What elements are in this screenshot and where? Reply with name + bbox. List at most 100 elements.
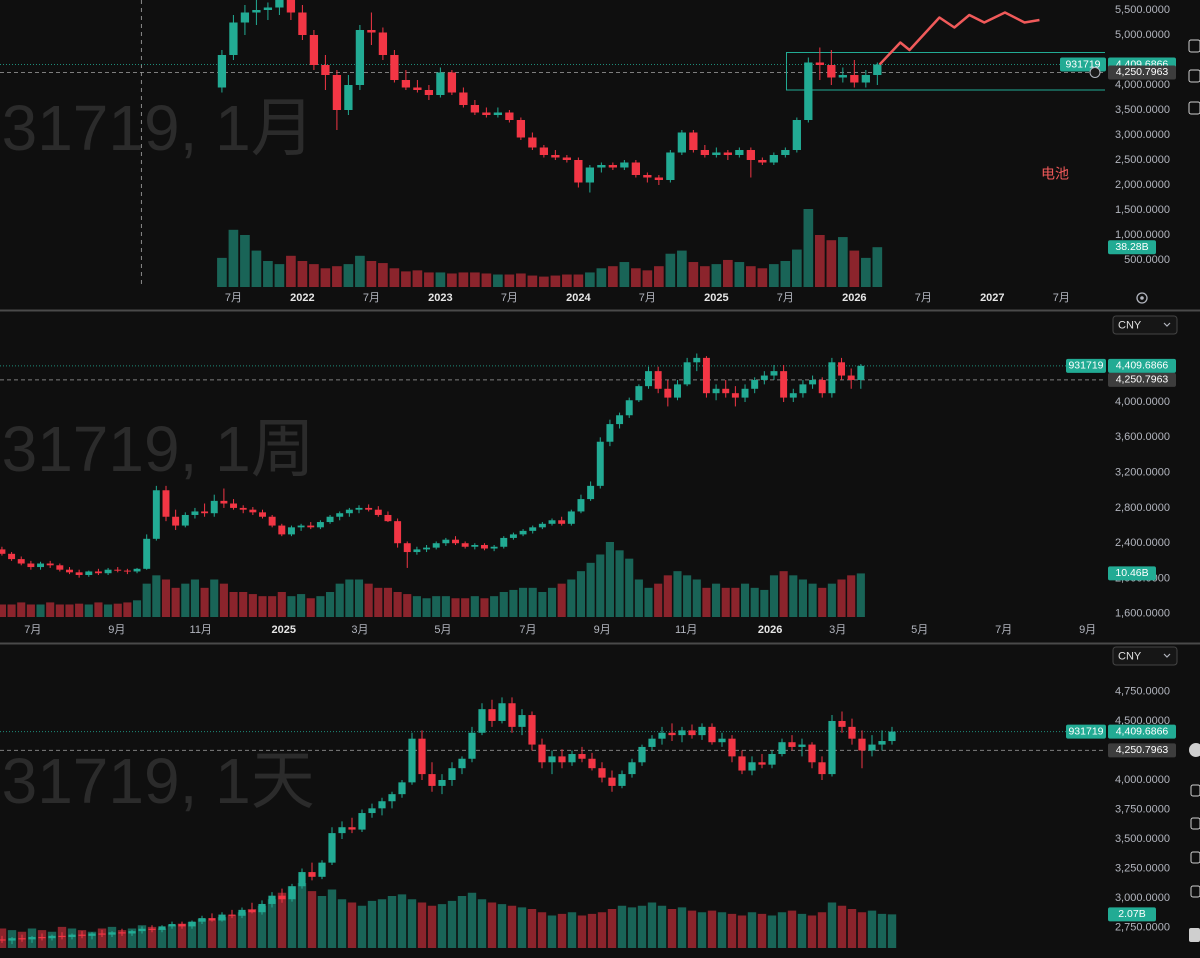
tool-icon[interactable] — [1190, 784, 1200, 797]
volume-bar — [615, 550, 624, 617]
candle-body — [8, 938, 16, 941]
settings-button[interactable] — [1136, 292, 1148, 304]
volume-bar — [847, 909, 857, 948]
volume-bar — [849, 250, 860, 287]
volume-bar — [861, 257, 871, 287]
add-button[interactable] — [1089, 66, 1101, 78]
volume-bar — [585, 272, 595, 287]
volume-bar — [477, 899, 487, 948]
price-panel: 931719, 1周 — [0, 353, 1105, 617]
volume-bar — [161, 579, 171, 617]
candle-body — [143, 538, 151, 569]
candle-body — [588, 758, 596, 769]
candle-body — [358, 813, 366, 830]
volume-bar — [0, 604, 6, 617]
candle-body — [643, 175, 652, 178]
volume-badge — [1108, 566, 1156, 581]
volume-bar — [377, 899, 387, 948]
volume-bar — [364, 583, 373, 617]
last-price-label: 4,409.6866 — [1116, 725, 1169, 737]
x-tick-label: 9月 — [108, 624, 125, 636]
volume-bar — [663, 575, 672, 617]
volume-bar — [157, 928, 167, 948]
candle-body — [638, 746, 646, 763]
tool-icon[interactable] — [1190, 817, 1200, 830]
volume-bar — [347, 902, 357, 948]
currency-dropdown[interactable] — [1112, 315, 1178, 335]
candle-body — [722, 388, 730, 394]
volume-bar — [461, 598, 470, 617]
candle-body — [66, 569, 73, 573]
volume-bar — [55, 604, 64, 617]
candle-body — [178, 924, 186, 927]
x-tick-label: 7月 — [995, 624, 1012, 636]
volume-bar — [457, 896, 467, 948]
y-tick-label: 2,000.0000 — [1115, 179, 1170, 191]
volume-bar — [687, 910, 697, 948]
candle-body — [857, 365, 865, 380]
volume-bar — [677, 907, 687, 948]
candle-body — [616, 415, 624, 425]
tool-icon[interactable] — [1190, 851, 1200, 864]
volume-bar — [780, 261, 791, 287]
tool-icon[interactable] — [1189, 743, 1200, 757]
candle-body — [428, 774, 436, 786]
tool-icon[interactable] — [1190, 885, 1200, 898]
volume-bar — [458, 272, 469, 287]
y-tick-label: 4,500.0000 — [1115, 715, 1170, 727]
volume-bar — [26, 604, 35, 617]
volume-bar — [317, 896, 327, 948]
volume-bar — [779, 571, 788, 617]
tool-icon[interactable] — [1188, 69, 1200, 83]
volume-bar — [343, 264, 354, 287]
candle-body — [413, 87, 422, 90]
candle-body — [585, 167, 595, 183]
volume-bar — [190, 579, 199, 617]
y-tick-label: 3,000.0000 — [1115, 129, 1170, 141]
volume-bar — [104, 604, 113, 617]
tool-icon[interactable] — [1188, 39, 1200, 53]
candle-body — [123, 570, 131, 572]
y-tick-label: 4,750.0000 — [1115, 685, 1170, 697]
candle-body — [345, 509, 353, 514]
volume-bar — [171, 587, 180, 617]
volume-bar — [815, 235, 825, 287]
candle-body — [258, 903, 266, 913]
x-tick-label: 2025 — [704, 292, 728, 304]
volume-bar — [435, 272, 446, 287]
candle-body — [548, 756, 556, 763]
volume-bar — [97, 928, 107, 948]
candle-body — [344, 85, 353, 110]
volume-bar — [316, 596, 325, 617]
x-tick-label: 3月 — [351, 624, 368, 636]
x-tick-label: 2026 — [758, 624, 782, 636]
candle-body — [708, 726, 716, 743]
candle-body — [648, 738, 656, 747]
candle-body — [418, 738, 426, 775]
candle-body — [558, 756, 566, 763]
volume-bar — [297, 594, 306, 617]
y-tick-label: 3,600.0000 — [1115, 431, 1170, 443]
candle-body — [108, 932, 116, 935]
candle-body — [0, 549, 6, 554]
candle-body — [628, 762, 636, 775]
y-tick-label: 2,500.0000 — [1115, 154, 1170, 166]
tool-icon[interactable] — [1189, 928, 1200, 942]
volume-bar — [123, 602, 132, 617]
price-badge — [1108, 724, 1176, 739]
volume-bar — [325, 592, 335, 617]
tool-icon[interactable] — [1188, 101, 1200, 115]
candle-body — [424, 90, 434, 95]
volume-bar — [507, 905, 517, 948]
candle-body — [263, 7, 273, 10]
volume-bar — [17, 602, 26, 617]
volume-bar — [740, 583, 750, 617]
candle-body — [8, 553, 16, 560]
candle-body — [191, 511, 199, 515]
candle-body — [268, 895, 276, 904]
x-tick-label: 11月 — [190, 624, 212, 636]
volume-bar — [297, 261, 308, 287]
price-panel: 931719, 1月 — [0, 0, 1105, 287]
candle-body — [332, 75, 342, 110]
currency-dropdown[interactable] — [1112, 646, 1178, 666]
